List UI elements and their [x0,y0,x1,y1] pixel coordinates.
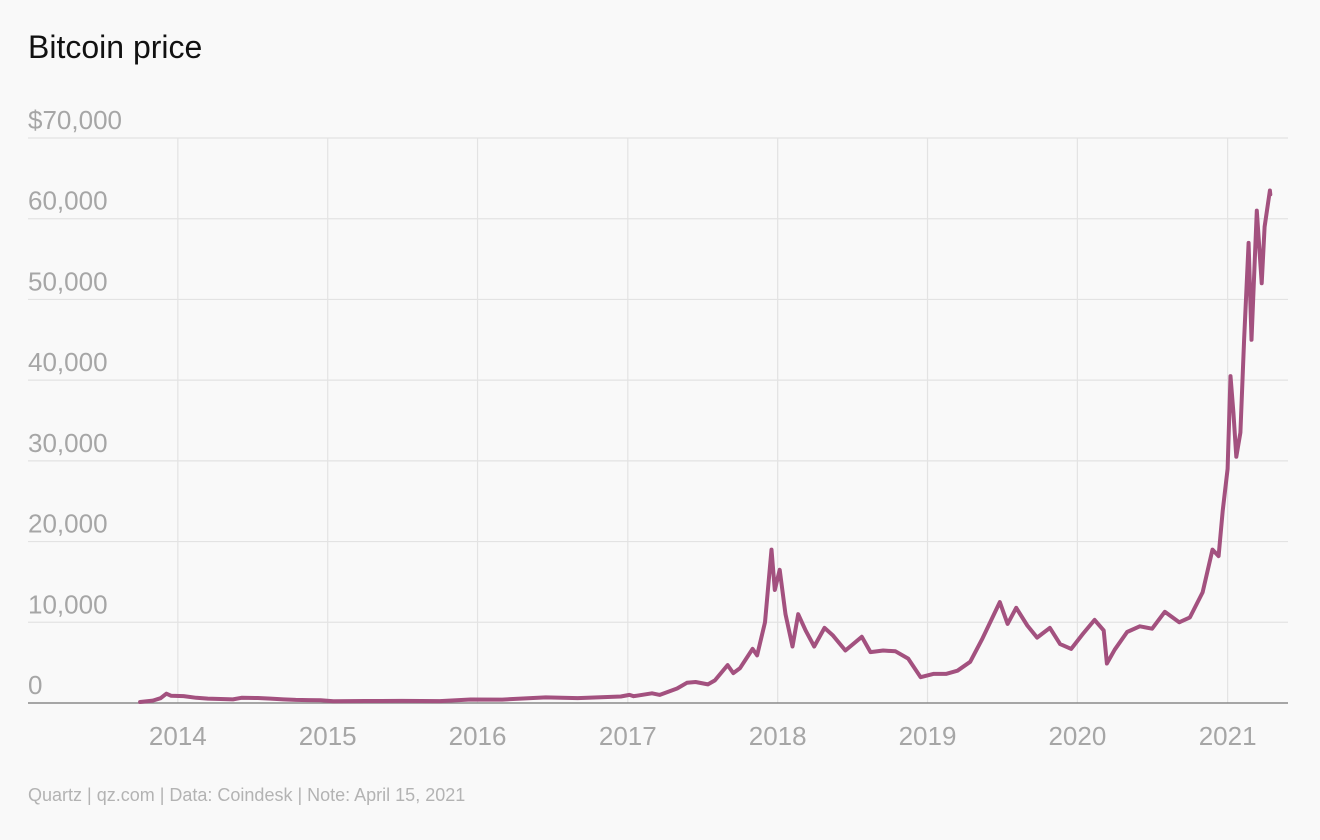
x-tick-label: 2020 [1048,721,1106,751]
x-tick-label: 2014 [149,721,207,751]
price-series-line [138,188,1273,704]
y-tick-label: 40,000 [28,347,108,377]
chart-title: Bitcoin price [28,29,202,65]
chart-footer: Quartz | qz.com | Data: Coindesk | Note:… [28,785,465,805]
y-tick-label: 50,000 [28,266,108,296]
x-tick-label: 2015 [299,721,357,751]
x-tick-label: 2017 [599,721,657,751]
y-tick-label: 60,000 [28,186,108,216]
x-tick-labels: 2014 2015 2016 2017 2018 2019 2020 2021 [149,721,1257,751]
x-tick-label: 2021 [1199,721,1257,751]
y-tick-label: $70,000 [28,105,122,135]
gridlines-x [177,138,1229,703]
y-tick-label: 10,000 [28,589,108,619]
y-tick-label: 0 [28,670,42,700]
gridlines-y [28,137,1288,623]
y-tick-label: 20,000 [28,509,108,539]
x-tick-label: 2018 [749,721,807,751]
y-tick-labels: 0 10,000 20,000 30,000 40,000 50,000 60,000 $70… [28,105,122,700]
x-tick-label: 2016 [449,721,507,751]
y-tick-label: 30,000 [28,428,108,458]
x-tick-label: 2019 [899,721,957,751]
